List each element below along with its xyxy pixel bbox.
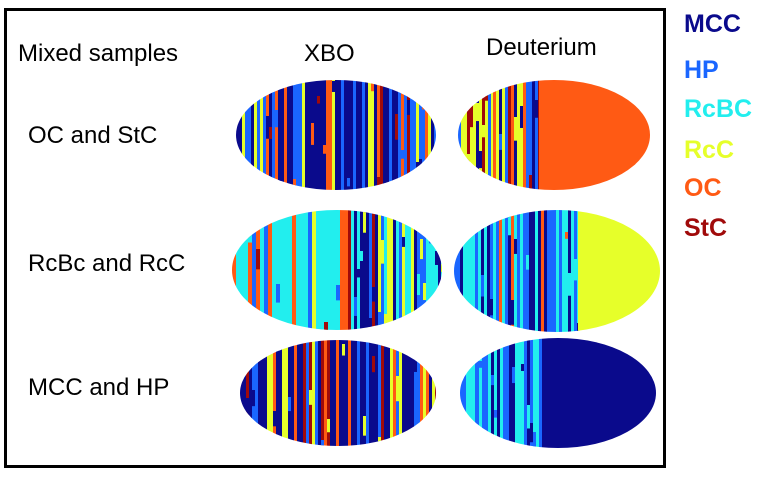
row-label-rcbc-rcc: RcBc and RcC [28,250,186,277]
column-header-deuterium: Deuterium [486,34,597,61]
legend-rcc: RcC [684,136,735,164]
figure-frame [4,8,666,468]
map-xbo-mcc-hp [240,340,436,446]
map-xbo-rcbc-rcc [232,210,442,330]
legend-stc: StC [684,214,728,242]
map-deuterium-oc-stc [458,80,650,190]
row-label-oc-stc: OC and StC [28,122,158,149]
legend-mcc: MCC [684,10,741,38]
row-header-label: Mixed samples [18,40,179,67]
column-header-xbo: XBO [304,40,355,67]
legend-oc: OC [684,174,722,202]
map-deuterium-mcc-hp [460,338,656,448]
legend-rcbc: RcBC [684,95,753,123]
row-label-mcc-hp: MCC and HP [28,374,170,401]
map-deuterium-rcbc-rcc [454,210,660,332]
map-xbo-oc-stc [236,80,436,190]
legend-hp: HP [684,56,719,84]
